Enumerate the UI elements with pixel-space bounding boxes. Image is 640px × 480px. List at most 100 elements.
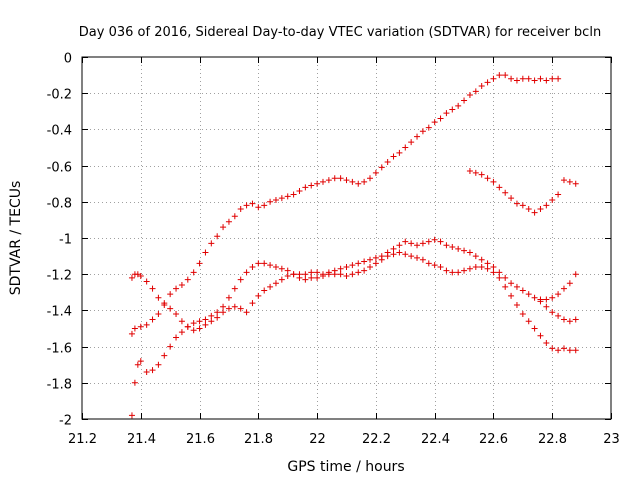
data-point-track-1	[431, 119, 438, 126]
data-point-track-1	[290, 191, 297, 198]
data-point-track-3	[314, 269, 321, 276]
data-point-track-1	[449, 106, 456, 113]
data-point-track-2	[149, 367, 156, 374]
data-point-track-1	[343, 177, 350, 184]
data-point-track-1	[349, 178, 356, 185]
data-point-track-2	[208, 312, 215, 319]
data-point-track-2	[128, 412, 135, 419]
y-tick-label: -0.8	[47, 197, 72, 212]
data-point-track-1	[143, 321, 150, 328]
data-point-track-3	[349, 262, 356, 269]
data-point-track-3	[325, 269, 332, 276]
data-point-track-1	[137, 323, 144, 330]
data-point-track-1	[390, 153, 397, 160]
data-point-track-1	[508, 75, 515, 82]
data-point-track-3	[278, 276, 285, 283]
data-point-track-3	[490, 263, 497, 270]
data-point-track-5	[543, 303, 550, 310]
data-point-track-3	[466, 249, 473, 256]
x-tick-label: 22.6	[479, 432, 508, 447]
data-point-track-3	[396, 242, 403, 249]
data-point-track-2	[461, 267, 468, 274]
data-point-track-1	[478, 82, 485, 89]
data-point-track-1	[466, 92, 473, 99]
data-point-track-1	[496, 72, 503, 79]
data-point-track-1	[408, 139, 415, 146]
data-point-track-2	[478, 263, 485, 270]
x-axis-label: GPS time / hours	[287, 459, 404, 475]
data-point-track-1	[255, 204, 262, 211]
data-point-track-2	[314, 274, 321, 281]
data-point-track-3	[513, 283, 520, 290]
y-tick-label: -1.2	[47, 269, 72, 284]
data-point-track-2	[361, 267, 368, 274]
data-point-track-4	[572, 180, 579, 187]
data-point-track-2	[278, 265, 285, 272]
data-point-track-2	[161, 352, 168, 359]
data-point-track-2	[390, 251, 397, 258]
data-point-track-1	[128, 330, 135, 337]
data-point-track-4	[513, 200, 520, 207]
data-point-track-1	[261, 202, 268, 209]
data-point-track-1	[178, 282, 185, 289]
data-point-track-3	[384, 249, 391, 256]
data-point-track-2	[355, 269, 362, 276]
data-point-track-4	[555, 191, 562, 198]
data-point-track-2	[367, 263, 374, 270]
data-point-track-2	[402, 251, 409, 258]
data-point-track-4	[472, 169, 479, 176]
data-point-track-1	[278, 195, 285, 202]
data-point-track-4	[543, 202, 550, 209]
data-point-track-1	[537, 75, 544, 82]
data-point-track-1	[361, 178, 368, 185]
data-point-track-3	[184, 323, 191, 330]
data-point-track-2	[173, 334, 180, 341]
data-point-track-4	[502, 189, 509, 196]
data-point-track-2	[572, 347, 579, 354]
data-point-track-3	[566, 280, 573, 287]
data-point-track-1	[443, 110, 450, 117]
data-point-track-3	[208, 318, 215, 325]
data-point-track-2	[214, 309, 221, 316]
data-point-track-3	[167, 305, 174, 312]
y-tick-label: -0.2	[47, 88, 72, 103]
data-point-track-1	[243, 202, 250, 209]
data-point-track-3	[443, 242, 450, 249]
data-point-track-3	[408, 240, 415, 247]
data-point-track-2	[134, 361, 141, 368]
x-tick-label: 21.8	[244, 432, 273, 447]
data-point-track-1	[384, 158, 391, 165]
data-point-track-2	[131, 379, 138, 386]
data-point-track-3	[161, 301, 168, 308]
y-axis-label: SDTVAR / TECUs	[8, 181, 24, 296]
data-point-track-3	[128, 274, 135, 281]
data-point-track-1	[484, 79, 491, 86]
plot-frame	[81, 56, 612, 420]
data-point-track-1	[155, 311, 162, 318]
data-point-track-1	[331, 175, 338, 182]
data-point-track-1	[461, 97, 468, 104]
data-point-track-3	[137, 273, 144, 280]
data-point-track-4	[531, 209, 538, 216]
data-point-track-3	[508, 280, 515, 287]
data-point-track-3	[519, 287, 526, 294]
data-point-track-1	[531, 77, 538, 84]
data-point-track-3	[419, 240, 426, 247]
data-point-track-3	[431, 236, 438, 243]
data-point-track-3	[196, 325, 203, 332]
data-point-track-2	[560, 345, 567, 352]
data-point-track-1	[267, 198, 274, 205]
data-point-track-2	[437, 263, 444, 270]
data-point-track-3	[290, 271, 297, 278]
data-point-track-2	[261, 260, 268, 267]
data-point-track-4	[519, 202, 526, 209]
data-point-track-1	[237, 206, 244, 213]
data-point-track-2	[425, 260, 432, 267]
data-point-track-1	[131, 325, 138, 332]
x-tick-label: 21.2	[68, 432, 97, 447]
data-point-track-3	[543, 296, 550, 303]
data-point-track-1	[367, 175, 374, 182]
data-point-track-3	[525, 291, 532, 298]
data-point-track-3	[484, 260, 491, 267]
x-tick-label: 22	[309, 432, 326, 447]
